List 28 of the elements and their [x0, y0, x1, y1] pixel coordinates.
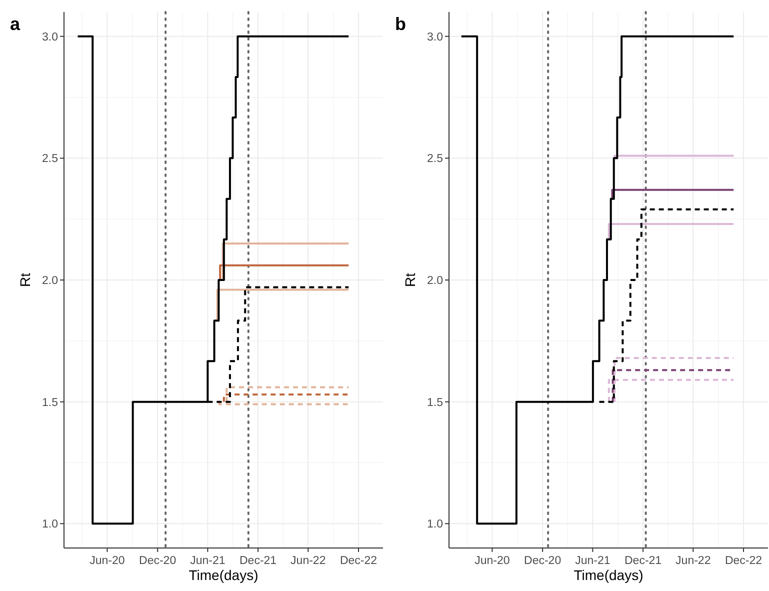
y-tick-label: 3.0: [42, 31, 58, 44]
y-tick-label: 2.5: [427, 153, 443, 166]
y-tick-label: 1.5: [427, 396, 443, 409]
y-tick-label: 2.5: [42, 153, 58, 166]
y-tick-label: 1.5: [42, 396, 58, 409]
x-tick-label: Dec-22: [724, 555, 762, 567]
y-tick-label: 3.0: [427, 31, 443, 44]
y-axis-title: Rt: [402, 272, 418, 287]
x-tick-label: Jun-20: [90, 555, 125, 567]
x-tick-label: Jun-20: [474, 555, 510, 567]
x-tick-label: Dec-21: [240, 555, 277, 567]
y-tick-label: 1.0: [42, 518, 58, 531]
x-axis-title: Time(days): [188, 567, 258, 583]
x-tick-label: Dec-20: [524, 555, 562, 567]
x-tick-label: Jun-21: [190, 555, 226, 567]
y-tick-label: 2.0: [427, 275, 443, 287]
x-tick-label: Jun-22: [290, 555, 326, 567]
x-tick-label: Dec-21: [624, 555, 662, 567]
x-tick-label: Jun-22: [676, 555, 711, 567]
y-tick-label: 1.0: [427, 518, 443, 531]
y-axis-title: Rt: [17, 272, 33, 287]
chart-title: b: [395, 14, 406, 34]
x-tick-label: Jun-21: [575, 555, 610, 567]
y-tick-label: 2.0: [42, 275, 58, 287]
x-tick-label: Dec-22: [340, 555, 378, 567]
x-axis-title: Time(days): [574, 567, 644, 583]
chart-title: a: [10, 14, 21, 34]
x-tick-label: Dec-20: [139, 555, 176, 567]
